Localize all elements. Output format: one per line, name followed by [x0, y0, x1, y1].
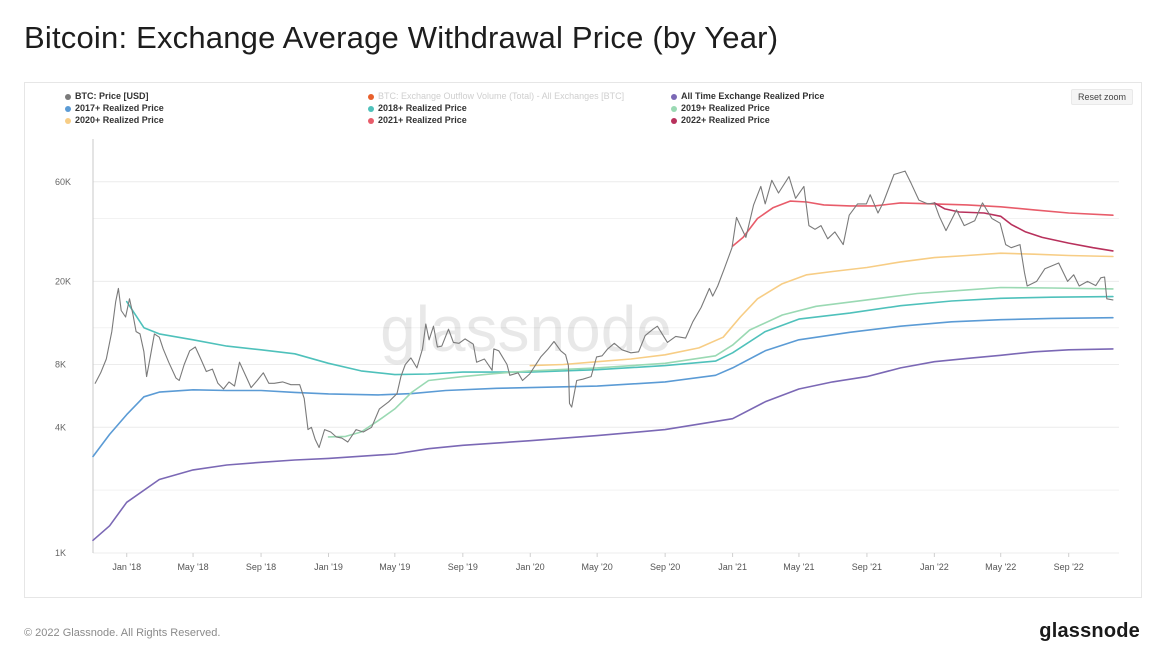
legend-label: 2019+ Realized Price	[681, 103, 770, 113]
y-tick-label-8k: 8K	[55, 359, 66, 369]
legend-marker	[65, 117, 71, 124]
x-tick-label-jan-21: Jan '21	[718, 562, 747, 572]
y-tick-label-1k: 1K	[55, 548, 66, 558]
chart-container: 1K 4K 8K 20K 60K Jan '18 May '18 Sep '18 Jan '19…	[24, 82, 1142, 598]
legend-item-all-time-exchange-realized-price[interactable]: All Time Exchange Realized Price	[671, 91, 885, 102]
chart-legend: BTC: Price [USD] BTC: Exchange Outflow Vo…	[65, 91, 885, 126]
legend-marker	[671, 93, 677, 100]
reset-zoom-button[interactable]: Reset zoom	[1070, 89, 1133, 105]
watermark: glassnode	[380, 293, 672, 365]
legend-label: BTC: Exchange Outflow Volume (Total) - A…	[378, 91, 625, 101]
legend-item-2021-realized-price[interactable]: 2021+ Realized Price	[368, 115, 671, 126]
legend-marker	[671, 105, 677, 112]
legend-marker	[65, 105, 71, 112]
legend-marker	[65, 93, 71, 100]
footer-copyright: © 2022 Glassnode. All Rights Reserved.	[24, 627, 221, 639]
series-line-2019-realized-price	[327, 286, 1114, 438]
legend-item-btc-exchange-outflow-volume-total-all-exchanges-btc[interactable]: BTC: Exchange Outflow Volume (Total) - A…	[368, 91, 671, 102]
x-tick-label-jan-20: Jan '20	[516, 562, 545, 572]
legend-marker	[671, 117, 677, 124]
y-tick-label-4k: 4K	[55, 422, 66, 432]
legend-label: 2021+ Realized Price	[378, 115, 467, 125]
x-tick-label-may-18: May '18	[177, 562, 208, 572]
x-tick-label-may-20: May '20	[582, 562, 613, 572]
legend-label: 2018+ Realized Price	[378, 103, 467, 113]
x-tick-label-sep-18: Sep '18	[246, 562, 276, 572]
legend-item-2020-realized-price[interactable]: 2020+ Realized Price	[65, 115, 368, 126]
x-tick-label-sep-21: Sep '21	[852, 562, 882, 572]
y-tick-label-60k: 60K	[55, 177, 71, 187]
x-tick-label-may-19: May '19	[379, 562, 410, 572]
x-tick-label-sep-22: Sep '22	[1054, 562, 1084, 572]
legend-marker	[368, 117, 374, 124]
x-tick-label-jan-18: Jan '18	[112, 562, 141, 572]
legend-label: BTC: Price [USD]	[75, 91, 149, 101]
legend-label: 2020+ Realized Price	[75, 115, 164, 125]
series-line-2021-realized-price	[731, 200, 1114, 247]
x-tick-label-sep-19: Sep '19	[448, 562, 478, 572]
chart-plot: 1K 4K 8K 20K 60K Jan '18 May '18 Sep '18 Jan '19…	[55, 139, 1119, 572]
x-tick-label-may-22: May '22	[985, 562, 1016, 572]
legend-marker	[368, 105, 374, 112]
footer-logo: glassnode	[1039, 620, 1140, 642]
series-line-2017-realized-price	[92, 316, 1114, 458]
series-line-all-time-exchange-realized-price	[92, 348, 1114, 542]
series-line-2020-realized-price	[529, 252, 1114, 367]
y-tick-label-20k: 20K	[55, 276, 71, 286]
page-title: Bitcoin: Exchange Average Withdrawal Pri…	[24, 20, 779, 55]
legend-label: 2017+ Realized Price	[75, 103, 164, 113]
legend-item-2019-realized-price[interactable]: 2019+ Realized Price	[671, 103, 885, 114]
legend-item-2018-realized-price[interactable]: 2018+ Realized Price	[368, 103, 671, 114]
series-line-btc-price-usd	[94, 170, 1114, 449]
legend-item-btc-price-usd[interactable]: BTC: Price [USD]	[65, 91, 368, 102]
series-line-2022-realized-price	[933, 202, 1114, 252]
legend-item-2017-realized-price[interactable]: 2017+ Realized Price	[65, 103, 368, 114]
legend-marker	[368, 93, 374, 100]
x-tick-label-jan-22: Jan '22	[920, 562, 949, 572]
x-tick-label-jan-19: Jan '19	[314, 562, 343, 572]
legend-label: All Time Exchange Realized Price	[681, 91, 825, 101]
legend-label: 2022+ Realized Price	[681, 115, 770, 125]
x-tick-label-may-21: May '21	[783, 562, 814, 572]
x-tick-label-sep-20: Sep '20	[650, 562, 680, 572]
legend-item-2022-realized-price[interactable]: 2022+ Realized Price	[671, 115, 885, 126]
